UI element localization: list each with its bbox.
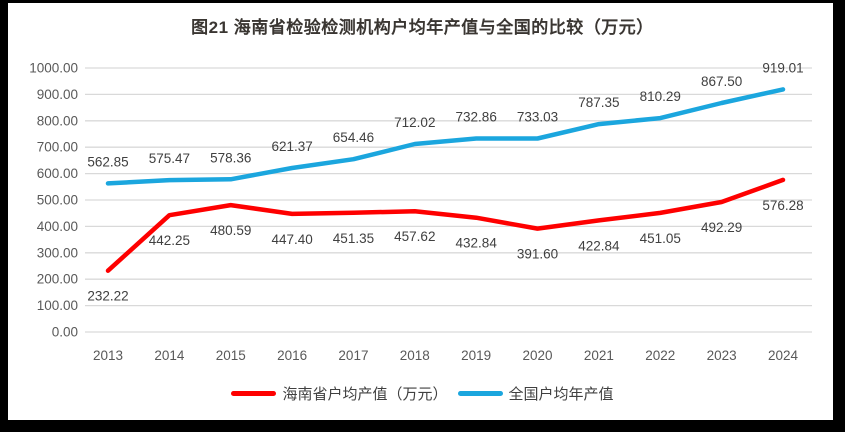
x-axis-tick-label: 2023 bbox=[707, 348, 737, 363]
data-label: 712.02 bbox=[394, 115, 435, 130]
data-label: 562.85 bbox=[87, 154, 128, 169]
x-axis-tick-label: 2020 bbox=[523, 348, 553, 363]
x-axis-tick-label: 2014 bbox=[154, 348, 185, 363]
data-label: 654.46 bbox=[333, 130, 374, 145]
y-axis-tick-label: 200.00 bbox=[37, 272, 78, 287]
y-axis-tick-label: 300.00 bbox=[37, 245, 78, 260]
hainan-line-swatch-icon bbox=[231, 391, 277, 396]
data-label: 232.22 bbox=[87, 289, 128, 304]
data-label: 919.01 bbox=[762, 60, 803, 75]
x-axis-tick-label: 2018 bbox=[400, 348, 430, 363]
y-axis-tick-label: 500.00 bbox=[37, 193, 78, 208]
data-label: 422.84 bbox=[578, 238, 620, 253]
data-label: 432.84 bbox=[456, 236, 498, 251]
national-line-swatch-icon bbox=[457, 391, 503, 396]
data-label: 492.29 bbox=[701, 220, 742, 235]
data-label: 480.59 bbox=[210, 223, 251, 238]
y-axis-tick-label: 900.00 bbox=[37, 87, 78, 102]
data-label: 732.86 bbox=[456, 110, 497, 125]
data-label: 621.37 bbox=[271, 139, 312, 154]
legend-item-hainan: 海南省户均产值（万元） bbox=[231, 383, 448, 404]
data-label: 733.03 bbox=[517, 109, 558, 124]
x-axis-tick-label: 2015 bbox=[216, 348, 246, 363]
frame-border-bottom bbox=[0, 420, 845, 432]
y-axis-tick-label: 0.00 bbox=[52, 325, 78, 340]
x-axis-tick-label: 2017 bbox=[338, 348, 368, 363]
y-axis-tick-label: 800.00 bbox=[37, 113, 78, 128]
x-axis-tick-label: 2021 bbox=[584, 348, 614, 363]
x-axis-tick-label: 2024 bbox=[768, 348, 799, 363]
frame-border-right bbox=[833, 0, 845, 432]
data-label: 451.35 bbox=[333, 231, 374, 246]
x-axis-tick-label: 2022 bbox=[645, 348, 675, 363]
x-axis-tick-label: 2016 bbox=[277, 348, 307, 363]
data-label: 578.36 bbox=[210, 150, 251, 165]
legend-label-hainan: 海南省户均产值（万元） bbox=[282, 386, 448, 403]
data-label: 447.40 bbox=[271, 232, 312, 247]
data-label: 810.29 bbox=[640, 89, 681, 104]
data-label: 442.25 bbox=[149, 233, 190, 248]
data-label: 575.47 bbox=[149, 151, 190, 166]
x-axis-tick-label: 2019 bbox=[461, 348, 491, 363]
y-axis-tick-label: 700.00 bbox=[37, 140, 78, 155]
y-axis-tick-label: 1000.00 bbox=[29, 61, 78, 76]
y-axis-tick-label: 600.00 bbox=[37, 166, 78, 181]
frame-border-left bbox=[0, 0, 8, 432]
y-axis-tick-label: 400.00 bbox=[37, 219, 78, 234]
legend-item-national: 全国户均年产值 bbox=[457, 383, 614, 404]
y-axis-tick-label: 100.00 bbox=[37, 298, 78, 313]
chart-title: 图21 海南省检验检测机构户均年产值与全国的比较（万元） bbox=[191, 18, 654, 37]
frame-border-top bbox=[0, 0, 845, 3]
data-label: 457.62 bbox=[394, 229, 435, 244]
series-line-hainan bbox=[105, 177, 786, 273]
series-line-national bbox=[105, 87, 786, 186]
data-label: 391.60 bbox=[517, 247, 558, 262]
chart-legend: 海南省户均产值（万元） 全国户均年产值 bbox=[0, 383, 845, 404]
legend-label-national: 全国户均年产值 bbox=[508, 386, 614, 403]
data-label: 867.50 bbox=[701, 74, 742, 89]
data-label: 576.28 bbox=[762, 198, 803, 213]
x-axis-tick-label: 2013 bbox=[93, 348, 123, 363]
data-label: 787.35 bbox=[578, 95, 619, 110]
data-label: 451.05 bbox=[640, 231, 681, 246]
